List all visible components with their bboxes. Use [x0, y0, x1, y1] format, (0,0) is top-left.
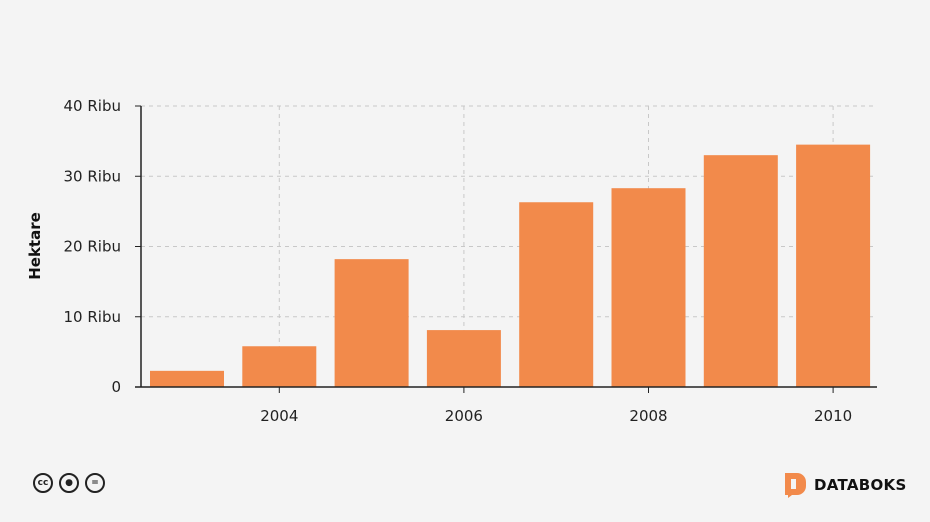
axes — [135, 105, 877, 393]
x-tick-label: 2006 — [445, 407, 483, 425]
y-tick-label: 40 Ribu — [64, 97, 121, 115]
y-tick-labels: 0 10 Ribu 20 Ribu 30 Ribu 40 Ribu — [64, 97, 121, 396]
bars — [150, 144, 871, 387]
brand: DATABOKS — [783, 472, 907, 498]
y-axis-title: Hektare — [26, 212, 44, 280]
x-tick-label: 2004 — [260, 407, 298, 425]
bar — [334, 259, 409, 387]
x-tick-labels: 2004 2006 2008 2010 — [260, 407, 852, 425]
bar — [796, 144, 871, 387]
y-tick-label: 0 — [111, 378, 121, 396]
x-tick-label: 2008 — [629, 407, 667, 425]
y-tick-label: 30 Ribu — [64, 167, 121, 185]
x-tick-label: 2010 — [814, 407, 852, 425]
bar — [611, 188, 686, 387]
databoks-logo-icon — [785, 473, 806, 498]
bar — [426, 330, 501, 387]
nd-icon: = — [85, 473, 105, 493]
cc-icon: cc — [33, 473, 53, 493]
bar — [242, 346, 317, 387]
y-tick-label: 10 Ribu — [64, 308, 121, 326]
bar — [703, 155, 778, 387]
bar — [150, 370, 224, 387]
by-icon: ● — [59, 473, 79, 493]
brand-name: DATABOKS — [814, 476, 907, 494]
license-icons: cc ● = — [33, 473, 105, 493]
y-tick-label: 20 Ribu — [64, 238, 121, 256]
bar — [519, 202, 594, 387]
